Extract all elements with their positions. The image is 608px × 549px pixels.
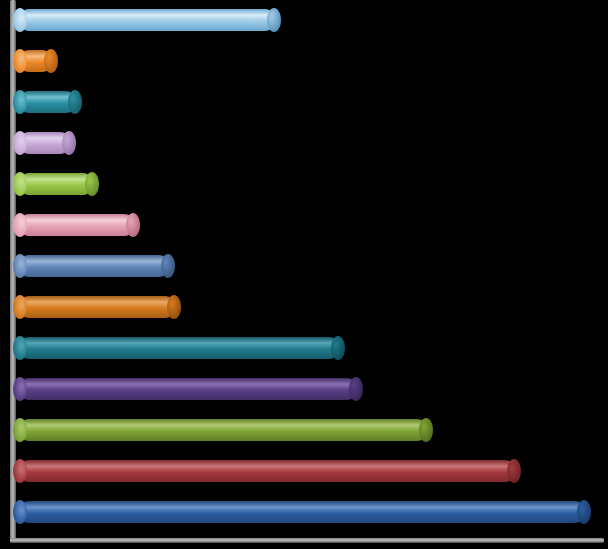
bar-shadow (22, 74, 53, 82)
x-axis (10, 538, 604, 543)
bar-start-cap (13, 172, 27, 196)
bar (18, 9, 276, 31)
bar-shadow (22, 484, 516, 492)
bar-start-cap (13, 254, 27, 278)
bar (18, 501, 586, 523)
bar-row (18, 255, 170, 281)
bar-row (18, 460, 516, 486)
bar (18, 255, 170, 277)
bar (18, 173, 94, 195)
bar-shadow (22, 402, 358, 410)
bar-shadow (22, 197, 94, 205)
bar (18, 378, 358, 400)
bar-end-cap (577, 500, 591, 524)
bar-start-cap (13, 295, 27, 319)
bar-start-cap (13, 49, 27, 73)
chart-plot-area (0, 0, 608, 549)
bar-start-cap (13, 213, 27, 237)
bar-shadow (22, 115, 77, 123)
bar-end-cap (267, 8, 281, 32)
bar-start-cap (13, 377, 27, 401)
bar-start-cap (13, 459, 27, 483)
bar-start-cap (13, 131, 27, 155)
bar-end-cap (507, 459, 521, 483)
bar-end-cap (349, 377, 363, 401)
bar-row (18, 337, 340, 363)
bar-end-cap (85, 172, 99, 196)
bar-start-cap (13, 336, 27, 360)
bar-shadow (22, 238, 135, 246)
bar-row (18, 378, 358, 404)
bar-row (18, 501, 586, 527)
bar-end-cap (68, 90, 82, 114)
bar-shadow (22, 361, 340, 369)
bar (18, 214, 135, 236)
bar-start-cap (13, 418, 27, 442)
bar-start-cap (13, 90, 27, 114)
bar-end-cap (419, 418, 433, 442)
bar-row (18, 214, 135, 240)
bar-end-cap (126, 213, 140, 237)
bar (18, 337, 340, 359)
bar-shadow (22, 443, 428, 451)
bar (18, 460, 516, 482)
bar-end-cap (331, 336, 345, 360)
bar-row (18, 9, 276, 35)
bar-shadow (22, 320, 176, 328)
bar-row (18, 296, 176, 322)
bar-start-cap (13, 500, 27, 524)
bar-shadow (22, 156, 71, 164)
bar-row (18, 132, 71, 158)
bar-row (18, 91, 77, 117)
bar-shadow (22, 33, 276, 41)
bar-start-cap (13, 8, 27, 32)
bar-end-cap (161, 254, 175, 278)
bar-row (18, 419, 428, 445)
bar-shadow (22, 525, 586, 533)
bar-end-cap (44, 49, 58, 73)
bar-row (18, 173, 94, 199)
bar (18, 296, 176, 318)
bar (18, 419, 428, 441)
bar-shadow (22, 279, 170, 287)
bar-end-cap (167, 295, 181, 319)
bar-row (18, 50, 53, 76)
bar-end-cap (62, 131, 76, 155)
